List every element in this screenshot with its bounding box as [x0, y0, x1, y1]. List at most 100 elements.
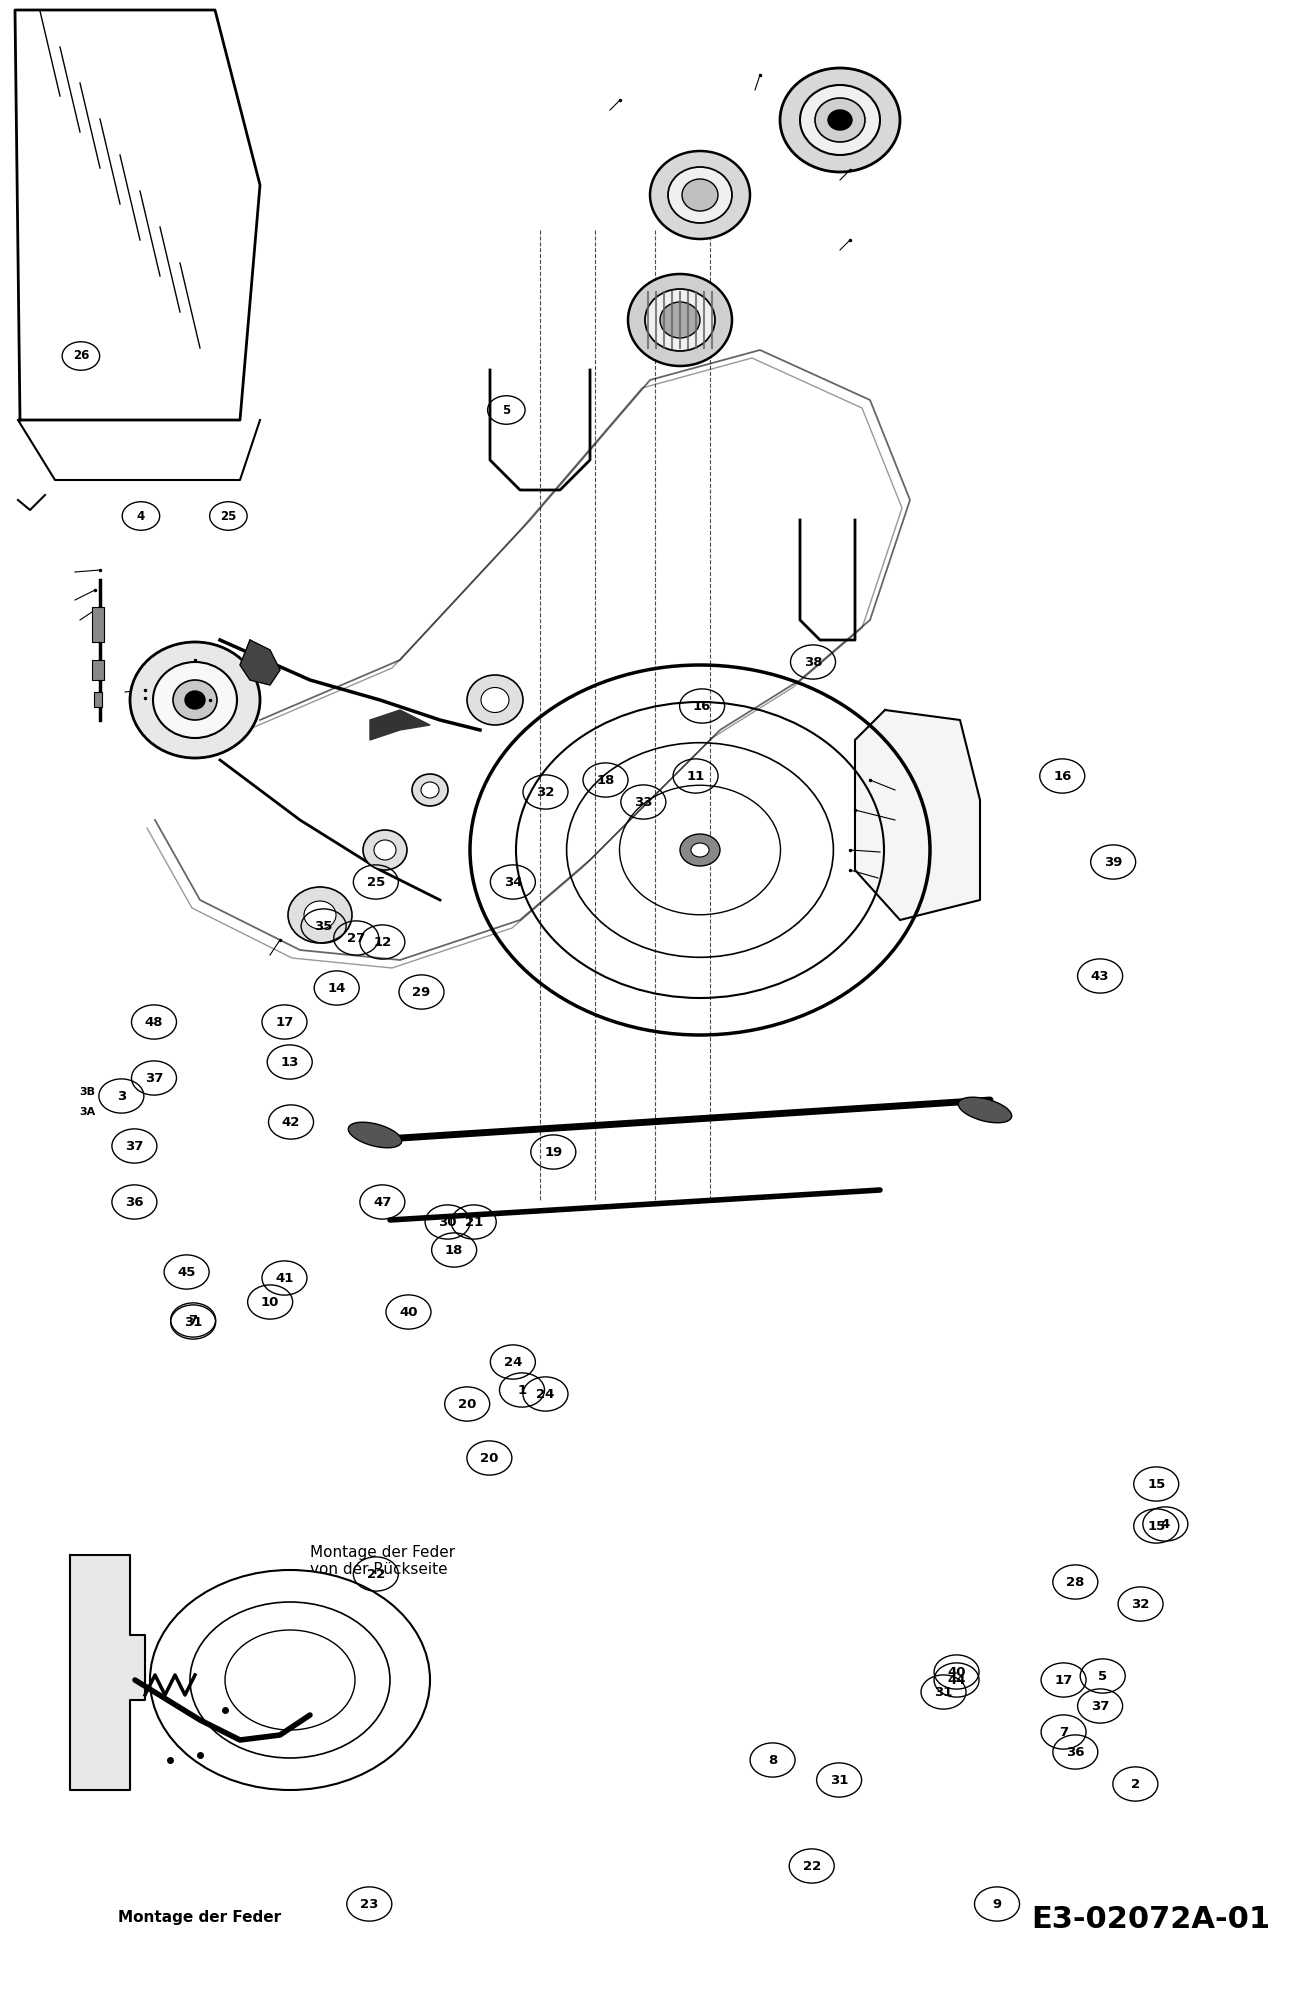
Text: E3-02072A-01: E3-02072A-01 — [1031, 1904, 1270, 1934]
Text: 18: 18 — [596, 774, 615, 786]
Text: 5: 5 — [1099, 1670, 1107, 1682]
Text: 21: 21 — [465, 1216, 483, 1228]
Text: 40: 40 — [947, 1666, 966, 1678]
Text: 17: 17 — [275, 1016, 294, 1028]
Text: 22: 22 — [367, 1568, 385, 1580]
Text: 40: 40 — [399, 1306, 418, 1318]
Ellipse shape — [375, 840, 395, 860]
Ellipse shape — [958, 1098, 1011, 1122]
Text: 41: 41 — [275, 1272, 294, 1284]
Ellipse shape — [130, 642, 260, 758]
Text: 11: 11 — [686, 770, 705, 782]
Polygon shape — [70, 1556, 145, 1790]
Text: 10: 10 — [261, 1296, 279, 1308]
Text: 17: 17 — [1054, 1674, 1073, 1686]
Ellipse shape — [174, 680, 217, 720]
Ellipse shape — [153, 662, 238, 738]
Polygon shape — [14, 10, 260, 420]
Text: 3: 3 — [116, 1090, 127, 1102]
Ellipse shape — [304, 900, 335, 928]
Text: 19: 19 — [544, 1146, 562, 1158]
Ellipse shape — [645, 288, 715, 352]
Text: 43: 43 — [1091, 970, 1109, 982]
Ellipse shape — [816, 98, 865, 142]
Text: 12: 12 — [373, 936, 392, 948]
Ellipse shape — [628, 274, 732, 366]
Text: 8: 8 — [767, 1754, 778, 1766]
Ellipse shape — [780, 68, 900, 172]
Text: 31: 31 — [934, 1686, 953, 1698]
Ellipse shape — [800, 84, 880, 156]
Text: 13: 13 — [281, 1056, 299, 1068]
Text: 7: 7 — [189, 1314, 197, 1326]
Text: 30: 30 — [438, 1216, 457, 1228]
Ellipse shape — [668, 168, 732, 222]
Text: 37: 37 — [125, 1140, 144, 1152]
Text: 35: 35 — [315, 920, 333, 932]
Text: 44: 44 — [947, 1674, 966, 1686]
Ellipse shape — [683, 180, 718, 210]
Text: 39: 39 — [1104, 856, 1122, 868]
Text: 23: 23 — [360, 1898, 378, 1910]
Ellipse shape — [191, 1602, 390, 1758]
Text: 47: 47 — [373, 1196, 392, 1208]
Text: 9: 9 — [993, 1898, 1001, 1910]
Text: 36: 36 — [1066, 1746, 1084, 1758]
Text: 7: 7 — [1060, 1726, 1067, 1738]
Text: Montage der Feder
von der Rückseite: Montage der Feder von der Rückseite — [311, 1544, 455, 1578]
Text: 14: 14 — [328, 982, 346, 994]
Ellipse shape — [150, 1570, 431, 1790]
Text: 24: 24 — [536, 1388, 555, 1400]
Text: 34: 34 — [504, 876, 522, 888]
Text: 32: 32 — [536, 786, 555, 798]
Bar — [91, 660, 104, 680]
Text: 45: 45 — [177, 1266, 196, 1278]
Text: 26: 26 — [73, 350, 89, 362]
Text: 31: 31 — [184, 1316, 202, 1328]
Text: 18: 18 — [445, 1244, 463, 1256]
Ellipse shape — [363, 830, 407, 870]
Text: 42: 42 — [282, 1116, 300, 1128]
Text: 4: 4 — [137, 510, 145, 522]
Ellipse shape — [224, 1630, 355, 1730]
Ellipse shape — [827, 110, 852, 130]
Text: 1: 1 — [518, 1384, 526, 1396]
Ellipse shape — [412, 774, 448, 806]
Polygon shape — [371, 710, 431, 740]
Text: 16: 16 — [693, 700, 711, 712]
Text: 38: 38 — [804, 656, 822, 668]
Text: 24: 24 — [504, 1356, 522, 1368]
Text: 25: 25 — [367, 876, 385, 888]
Ellipse shape — [680, 834, 720, 866]
Text: 37: 37 — [145, 1072, 163, 1084]
Text: 15: 15 — [1147, 1478, 1165, 1490]
Text: 31: 31 — [830, 1774, 848, 1786]
Text: 29: 29 — [412, 986, 431, 998]
Text: 3A: 3A — [80, 1108, 95, 1116]
Polygon shape — [855, 710, 980, 920]
Text: Montage der Feder: Montage der Feder — [119, 1910, 282, 1924]
Text: 22: 22 — [803, 1860, 821, 1872]
Text: 20: 20 — [480, 1452, 499, 1464]
Ellipse shape — [348, 1122, 402, 1148]
Text: 20: 20 — [458, 1398, 476, 1410]
Ellipse shape — [185, 692, 205, 710]
Ellipse shape — [692, 844, 709, 856]
Polygon shape — [240, 640, 281, 684]
Text: 25: 25 — [221, 510, 236, 522]
Text: 32: 32 — [1131, 1598, 1150, 1610]
Text: 37: 37 — [1091, 1700, 1109, 1712]
Text: 4: 4 — [1160, 1518, 1171, 1530]
Text: 28: 28 — [1066, 1576, 1084, 1588]
Ellipse shape — [660, 302, 699, 338]
Ellipse shape — [650, 152, 750, 238]
Ellipse shape — [482, 688, 509, 712]
Text: 15: 15 — [1147, 1520, 1165, 1532]
Text: 2: 2 — [1131, 1778, 1139, 1790]
Ellipse shape — [288, 888, 352, 944]
Bar — [94, 692, 102, 708]
Ellipse shape — [467, 676, 523, 724]
Text: 33: 33 — [634, 796, 652, 808]
Text: 27: 27 — [347, 932, 365, 944]
Bar — [91, 608, 104, 642]
